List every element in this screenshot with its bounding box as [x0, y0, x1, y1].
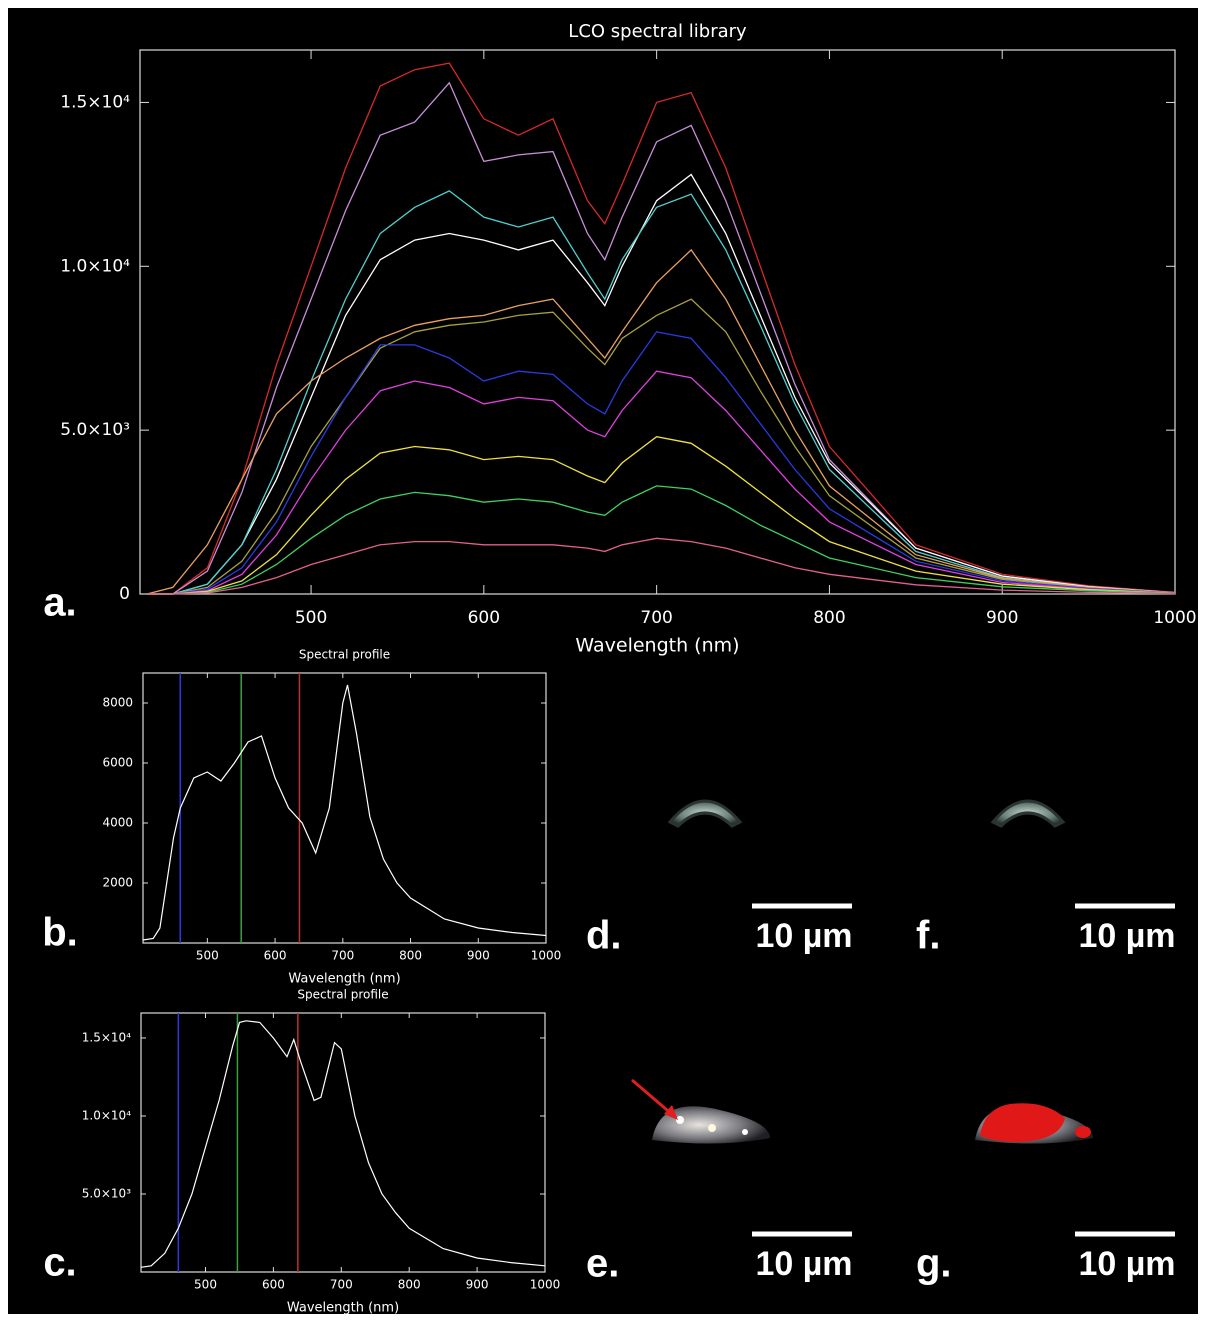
panel-label: c.	[43, 1241, 76, 1285]
x-tick-label: 900	[986, 608, 1018, 628]
arrow	[631, 1078, 675, 1118]
y-tick-label: 5.0×10³	[60, 420, 130, 440]
particle	[708, 1124, 716, 1132]
x-axis-label: Wavelength (nm)	[287, 1301, 399, 1316]
y-tick-label: 1.5×10⁴	[82, 1030, 131, 1044]
chart-title: Spectral profile	[299, 648, 390, 662]
x-tick-label: 600	[468, 608, 500, 628]
x-tick-label: 700	[330, 1278, 353, 1292]
background	[8, 8, 1198, 1314]
y-tick-label: 8000	[102, 696, 133, 710]
spectrum-line	[140, 1020, 546, 1268]
x-tick-label: 500	[295, 608, 327, 628]
cell-image	[990, 799, 1066, 828]
particle	[676, 1116, 684, 1124]
arrow-head	[664, 1105, 678, 1120]
x-axis-label: Wavelength (nm)	[288, 972, 400, 987]
scale-bar-label: 10 µm	[1078, 917, 1175, 955]
image-panels: d. 10 µm f. 10 µm e. 10 µm g. 10 µm	[586, 799, 1176, 1286]
highlight-region	[980, 1103, 1065, 1142]
y-tick-label: 0	[119, 584, 130, 604]
x-tick-label: 1000	[531, 949, 562, 963]
spectrum-line	[146, 370, 1176, 595]
panel-label: e.	[586, 1242, 619, 1286]
y-tick-label: 1.0×10⁴	[60, 256, 130, 276]
spectrum-line	[146, 81, 1176, 595]
spectrum-line	[146, 62, 1176, 595]
spectrum-line	[146, 298, 1176, 595]
x-tick-label: 1000	[530, 1278, 561, 1292]
x-tick-label: 800	[813, 608, 845, 628]
plot-frame	[140, 1012, 546, 1273]
spectrum-line	[142, 684, 547, 941]
spectrum-line	[146, 331, 1176, 595]
y-tick-label: 1.5×10⁴	[60, 92, 130, 112]
panel-label: g.	[916, 1242, 952, 1286]
x-tick-label: 900	[466, 1278, 489, 1292]
cell-image	[667, 799, 743, 828]
chart-title: LCO spectral library	[568, 21, 747, 42]
spectrum-line	[146, 190, 1176, 595]
scale-bar-label: 10 µm	[755, 917, 852, 955]
panel-label: f.	[916, 914, 940, 958]
panel-label: b.	[42, 911, 78, 955]
x-tick-label: 700	[331, 949, 354, 963]
panel-label: d.	[586, 914, 622, 958]
x-tick-label: 800	[399, 949, 422, 963]
plot-frame	[142, 672, 547, 944]
y-tick-label: 5.0×10³	[82, 1186, 131, 1200]
spectrum-line	[146, 436, 1176, 595]
spectrum-line	[146, 173, 1176, 595]
y-tick-label: 6000	[102, 756, 133, 770]
plot-frame	[139, 49, 1176, 595]
x-tick-label: 500	[196, 949, 219, 963]
scale-bar-label: 10 µm	[1078, 1245, 1175, 1283]
x-tick-label: 800	[398, 1278, 421, 1292]
chart-title: Spectral profile	[297, 988, 388, 1002]
highlight-region	[1075, 1126, 1091, 1138]
x-tick-label: 1000	[1153, 608, 1196, 628]
spectrum-line	[146, 485, 1176, 595]
spectrum-line	[146, 537, 1176, 595]
y-tick-label: 1.0×10⁴	[82, 1108, 131, 1122]
x-tick-label: 500	[194, 1278, 217, 1292]
y-tick-label: 4000	[102, 816, 133, 830]
x-axis-label: Wavelength (nm)	[575, 635, 739, 657]
x-tick-label: 600	[264, 949, 287, 963]
x-tick-label: 600	[262, 1278, 285, 1292]
panel-label: a.	[43, 581, 76, 625]
spectrum-line	[146, 248, 1176, 595]
x-tick-label: 900	[467, 949, 490, 963]
x-tick-label: 700	[640, 608, 672, 628]
y-tick-label: 2000	[102, 876, 133, 890]
particle	[742, 1129, 748, 1135]
scale-bar-label: 10 µm	[755, 1245, 852, 1283]
